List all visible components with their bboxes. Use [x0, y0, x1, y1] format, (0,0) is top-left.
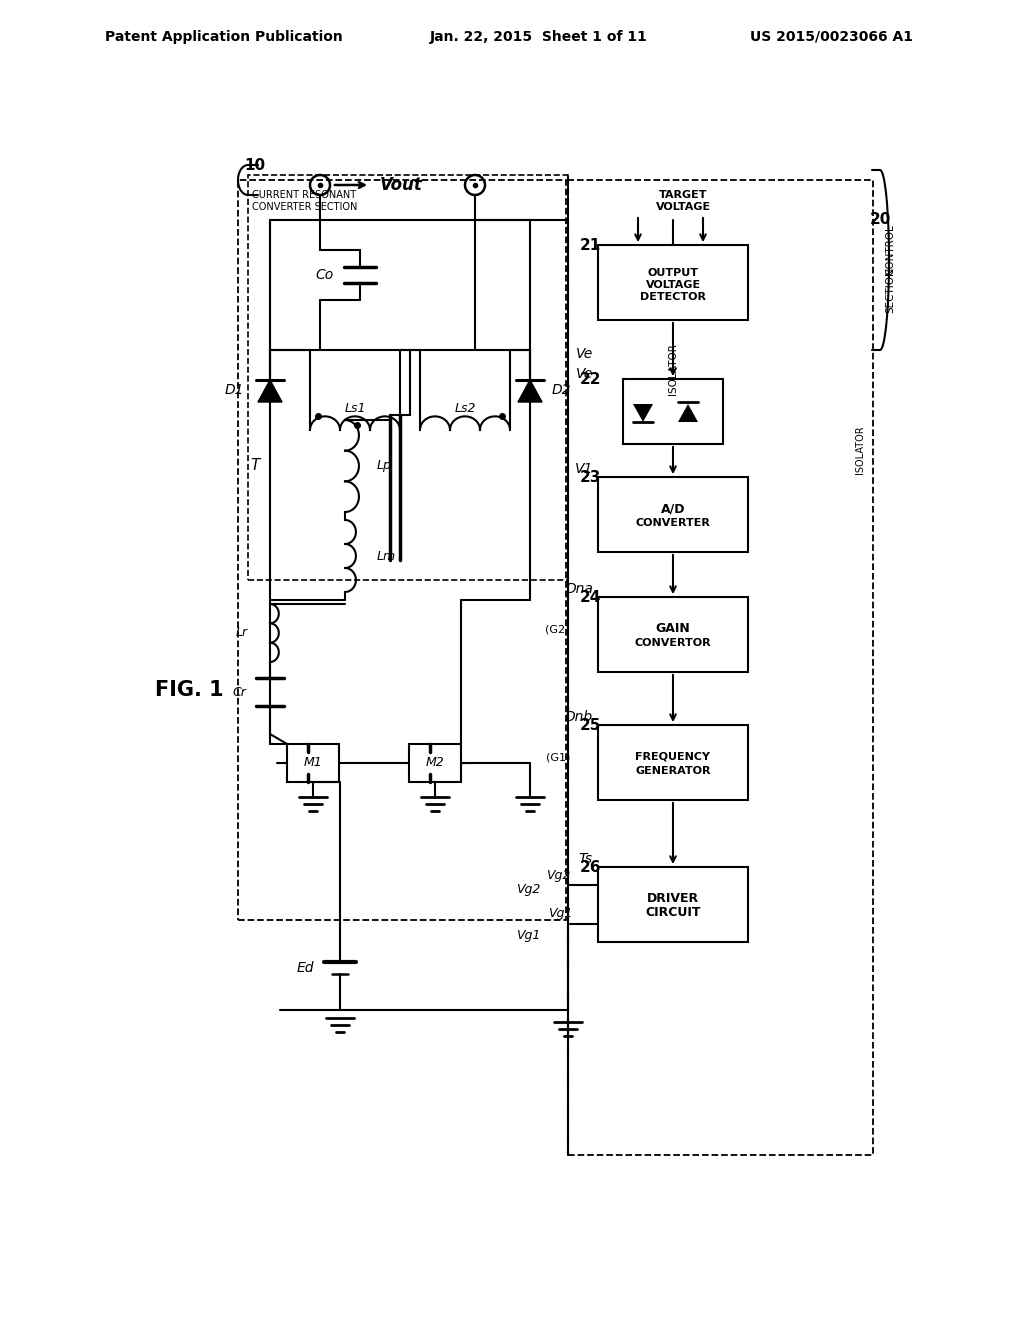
- Bar: [598, 867, 748, 942]
- Text: A/D: A/D: [660, 502, 685, 515]
- Text: D2: D2: [552, 383, 571, 397]
- Text: Cr: Cr: [232, 685, 246, 698]
- Text: M2: M2: [426, 756, 444, 770]
- Text: VOLTAGE: VOLTAGE: [655, 202, 711, 213]
- Bar: [598, 477, 748, 552]
- Text: 23: 23: [580, 470, 601, 484]
- Text: CONVERTOR: CONVERTOR: [635, 638, 712, 648]
- Text: (G1): (G1): [546, 752, 570, 763]
- Text: 20: 20: [870, 213, 891, 227]
- Text: Vg2: Vg2: [516, 883, 540, 896]
- Text: (G2): (G2): [546, 624, 570, 635]
- Text: Ed: Ed: [297, 961, 314, 975]
- Text: D1: D1: [224, 383, 244, 397]
- Text: VOLTAGE: VOLTAGE: [645, 280, 700, 289]
- Text: CONVERTER: CONVERTER: [636, 517, 711, 528]
- Text: FREQUENCY: FREQUENCY: [636, 751, 711, 762]
- Text: OUTPUT: OUTPUT: [647, 268, 698, 277]
- Text: CONTROL: CONTROL: [885, 224, 895, 276]
- Text: M1: M1: [304, 756, 323, 770]
- Text: Ls2: Ls2: [455, 401, 476, 414]
- Text: ISOLATOR: ISOLATOR: [668, 343, 678, 395]
- Bar: [598, 246, 748, 319]
- Text: Patent Application Publication: Patent Application Publication: [105, 30, 343, 44]
- Text: Co: Co: [315, 268, 334, 282]
- Text: Dna: Dna: [565, 582, 593, 597]
- Bar: [598, 725, 748, 800]
- Text: 22: 22: [580, 371, 601, 387]
- Text: Jan. 22, 2015  Sheet 1 of 11: Jan. 22, 2015 Sheet 1 of 11: [430, 30, 648, 44]
- Text: Dnb: Dnb: [565, 710, 593, 723]
- Text: TARGET: TARGET: [658, 190, 708, 201]
- Bar: [238, 180, 566, 920]
- Text: 10: 10: [244, 157, 265, 173]
- Text: Ts: Ts: [579, 851, 593, 866]
- Text: Vg1: Vg1: [516, 928, 540, 941]
- Text: Lr: Lr: [236, 627, 248, 639]
- Bar: [623, 379, 723, 444]
- Text: Vg1: Vg1: [548, 908, 572, 920]
- Text: GENERATOR: GENERATOR: [635, 766, 711, 776]
- Text: 24: 24: [580, 590, 601, 605]
- Polygon shape: [633, 404, 653, 422]
- Text: 25: 25: [580, 718, 601, 733]
- Text: Ve: Ve: [575, 347, 593, 360]
- Polygon shape: [258, 380, 282, 403]
- Text: Lm: Lm: [377, 549, 396, 562]
- Text: Ls1: Ls1: [344, 401, 366, 414]
- Text: 26: 26: [580, 859, 601, 874]
- Text: US 2015/0023066 A1: US 2015/0023066 A1: [750, 30, 913, 44]
- Bar: [287, 744, 339, 781]
- Text: 21: 21: [580, 238, 601, 252]
- Bar: [568, 180, 873, 1155]
- Text: Ve: Ve: [575, 367, 593, 381]
- Text: T: T: [251, 458, 260, 473]
- Text: CURRENT RESONANT: CURRENT RESONANT: [252, 190, 356, 201]
- Text: FIG. 1: FIG. 1: [155, 680, 223, 700]
- Polygon shape: [678, 404, 698, 422]
- Text: ISOLATOR: ISOLATOR: [855, 425, 865, 474]
- Text: DETECTOR: DETECTOR: [640, 292, 706, 301]
- Text: Lp: Lp: [377, 459, 392, 473]
- Text: GAIN: GAIN: [655, 622, 690, 635]
- Text: V1: V1: [574, 462, 593, 477]
- Text: CIRCUIT: CIRCUIT: [645, 906, 700, 919]
- Text: SECTION: SECTION: [885, 267, 895, 313]
- Polygon shape: [518, 380, 542, 403]
- Bar: [598, 597, 748, 672]
- Text: CONVERTER SECTION: CONVERTER SECTION: [252, 202, 357, 213]
- Bar: [409, 744, 461, 781]
- Text: Vg2: Vg2: [546, 869, 570, 882]
- Text: DRIVER: DRIVER: [647, 892, 699, 906]
- Bar: [248, 176, 568, 579]
- Text: Vout: Vout: [380, 176, 423, 194]
